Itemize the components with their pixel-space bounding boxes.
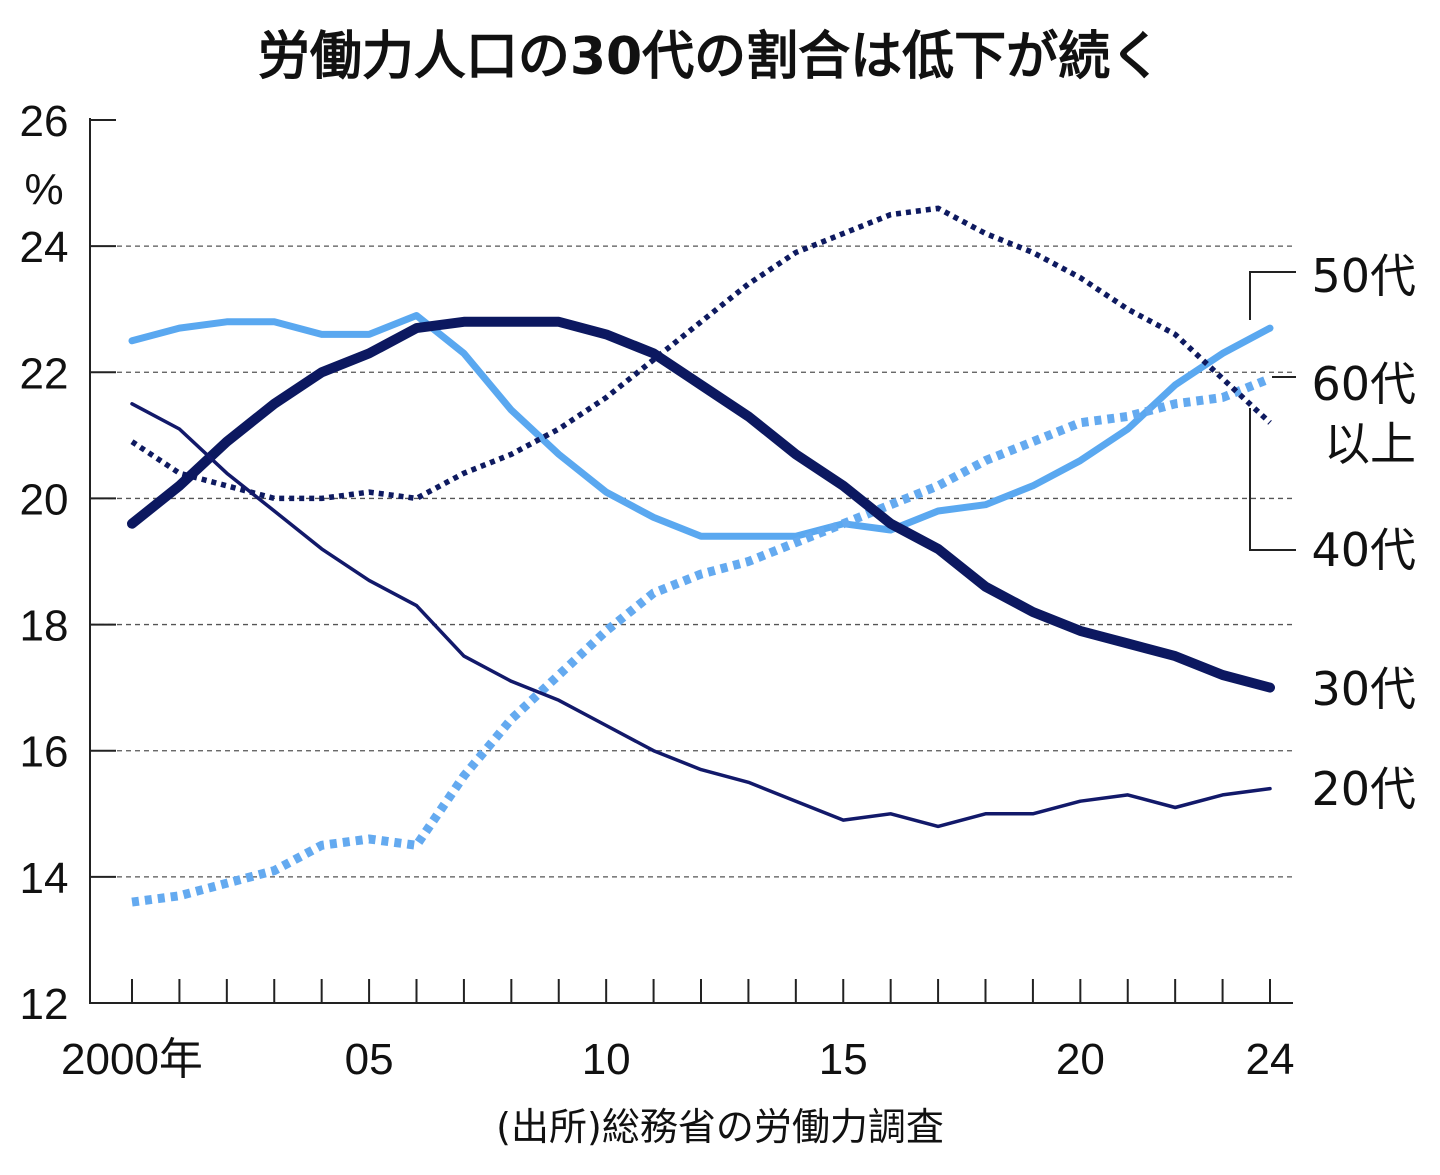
- y-tick-label: 14: [20, 854, 69, 903]
- series-label-s40: 40代: [1311, 523, 1416, 577]
- series-lines: [127, 205, 1275, 907]
- series-label-s60: 60代: [1311, 357, 1416, 411]
- series-label-s20: 20代: [1311, 762, 1416, 816]
- y-tick-label: 16: [20, 728, 69, 777]
- label-leader-lines: [1249, 271, 1296, 551]
- leader-50s: [1249, 271, 1296, 320]
- x-tick-label: 2000年: [61, 1035, 203, 1084]
- y-tick-label: 12: [20, 980, 69, 1029]
- x-tick-label: 15: [819, 1035, 868, 1084]
- leader-40s: [1249, 408, 1296, 551]
- x-tick-label: 24: [1246, 1035, 1295, 1084]
- x-tick-label: 20: [1056, 1035, 1105, 1084]
- series-line-s20: [130, 402, 1272, 829]
- series-label-s50: 50代: [1311, 249, 1416, 303]
- y-tick-label: 26: [20, 97, 69, 146]
- gridlines: [90, 245, 1293, 878]
- y-axis-ticks: 12 14 16 18 20 22 24 26: [20, 97, 116, 1029]
- x-tick-label: 05: [345, 1035, 394, 1084]
- y-axis-unit: %: [24, 165, 63, 214]
- series-label-s60: 以上: [1324, 417, 1416, 471]
- x-tick-label: 10: [582, 1035, 631, 1084]
- series-line-s50: [128, 312, 1274, 540]
- y-tick-label: 20: [20, 475, 69, 524]
- y-tick-label: 24: [20, 223, 69, 272]
- chart-title: 労働力人口の30代の割合は低下が続く: [258, 27, 1162, 87]
- source-note: (出所)総務省の労働力調査: [496, 1105, 944, 1149]
- series-line-s40: [130, 205, 1272, 502]
- series-line-s60: [131, 374, 1272, 907]
- x-axis-ticks: 2000年 05 10 15 20 24: [61, 979, 1294, 1084]
- series-line-s30: [127, 316, 1275, 693]
- y-tick-label: 18: [20, 602, 69, 651]
- series-label-s30: 30代: [1311, 662, 1416, 716]
- y-tick-label: 22: [20, 349, 69, 398]
